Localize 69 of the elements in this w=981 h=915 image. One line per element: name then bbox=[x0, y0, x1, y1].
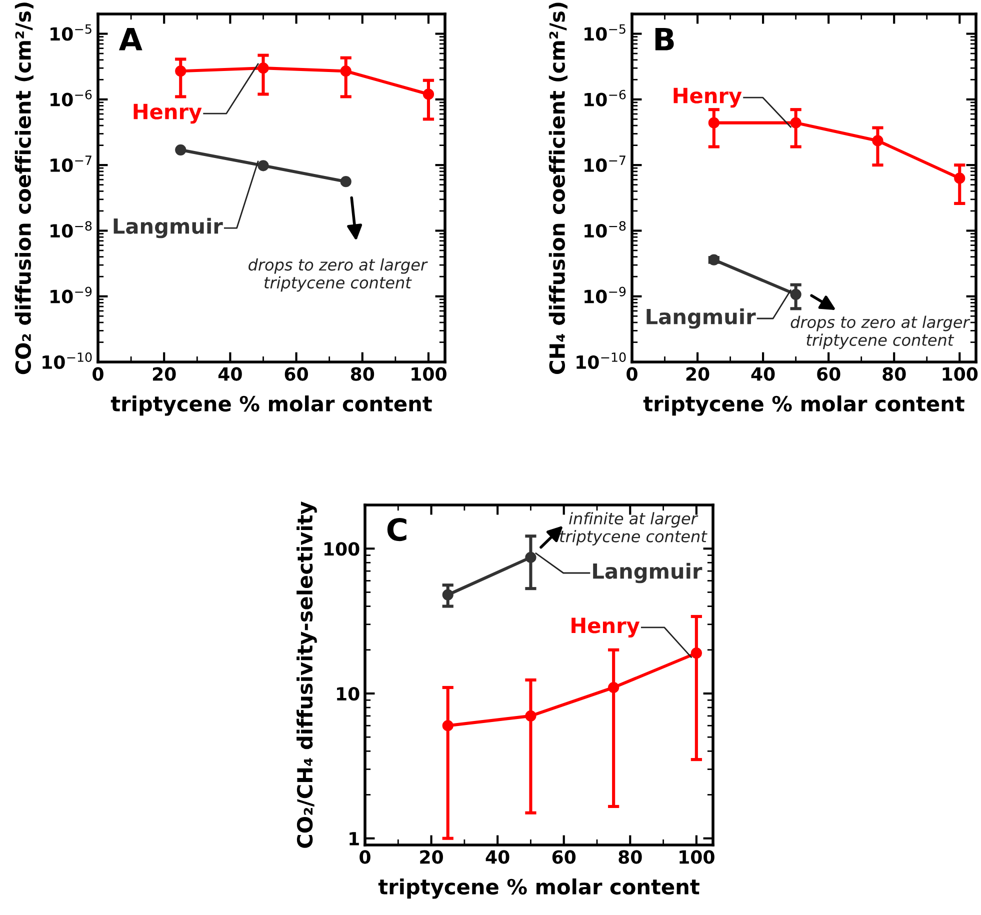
y-tick-label: 10$^{−9}$ bbox=[584, 286, 626, 304]
x-tick-label: 80 bbox=[350, 367, 374, 381]
x-tick-label: 100 bbox=[412, 367, 446, 381]
y-tick-label: 10$^{−5}$ bbox=[50, 24, 92, 41]
y-tick-label: 10$^{−6}$ bbox=[584, 90, 626, 106]
annotation: drops to zero at larger triptycene content bbox=[790, 316, 970, 350]
x-tick-label: 20 bbox=[420, 850, 443, 864]
point bbox=[442, 720, 454, 732]
x-axis-title: triptycene % molar content bbox=[378, 878, 700, 899]
point bbox=[790, 117, 802, 128]
point bbox=[690, 648, 702, 659]
y-tick-label: 1 bbox=[350, 832, 359, 846]
series-label: Langmuir bbox=[646, 308, 756, 329]
point bbox=[258, 62, 269, 74]
x-axis-title: triptycene % molar content bbox=[110, 395, 432, 416]
point bbox=[708, 117, 720, 128]
x-tick-label: 80 bbox=[618, 850, 642, 864]
y-tick-label: 10$^{−6}$ bbox=[50, 90, 92, 106]
y-tick-label: 10$^{−9}$ bbox=[50, 286, 92, 304]
point bbox=[872, 135, 884, 146]
annotation: infinite at larger triptycene content bbox=[560, 512, 708, 546]
point bbox=[525, 710, 536, 722]
point bbox=[442, 589, 454, 600]
x-tick-label: 0 bbox=[360, 850, 370, 864]
chart-title: A bbox=[118, 28, 142, 50]
y-tick-label: 10$^{−5}$ bbox=[584, 24, 626, 41]
x-tick-label: 20 bbox=[152, 367, 176, 381]
x-tick-label: 100 bbox=[942, 367, 978, 381]
x-tick-label: 60 bbox=[552, 850, 576, 864]
point bbox=[175, 66, 186, 77]
y-tick-label: 10$^{−8}$ bbox=[50, 221, 92, 238]
series-label: Henry bbox=[572, 618, 640, 638]
series-label: Henry bbox=[134, 104, 202, 124]
point bbox=[525, 552, 536, 563]
y-axis-title: CO₂ diffusion coefficient (cm²/s) bbox=[14, 2, 34, 374]
point bbox=[175, 144, 186, 156]
x-tick-label: 20 bbox=[686, 367, 710, 381]
x-tick-label: 40 bbox=[218, 367, 242, 381]
point bbox=[340, 176, 352, 188]
point bbox=[790, 288, 802, 300]
x-tick-label: 0 bbox=[626, 367, 638, 381]
x-tick-label: 80 bbox=[882, 367, 906, 381]
x-tick-label: 60 bbox=[284, 367, 308, 381]
chart-title: B bbox=[655, 28, 674, 50]
y-tick-label: 10$^{−7}$ bbox=[584, 156, 626, 172]
x-tick-label: 0 bbox=[92, 367, 104, 381]
text: Langmuir bbox=[593, 562, 702, 584]
y-axis-title: CO₂/CH₄ diffusivity-selectivity bbox=[296, 501, 317, 848]
point bbox=[422, 88, 434, 100]
y-tick-label: 10$^{−10}$ bbox=[576, 352, 626, 369]
x-axis-title: triptycene % molar content bbox=[643, 395, 964, 416]
y-tick-label: 10$^{−8}$ bbox=[584, 221, 626, 238]
series-label: Henry bbox=[674, 88, 742, 108]
y-tick-label: 100 bbox=[324, 542, 360, 556]
y-tick-label: 10$^{−7}$ bbox=[50, 156, 92, 172]
y-axis-title: CH₄ diffusion coefficient (cm²/s) bbox=[548, 2, 568, 374]
point bbox=[258, 160, 269, 172]
y-tick-label: 10 bbox=[337, 686, 360, 701]
x-tick-label: 60 bbox=[817, 367, 840, 381]
point bbox=[608, 682, 620, 694]
x-tick-label: 40 bbox=[486, 850, 510, 864]
point bbox=[340, 66, 352, 77]
text: Langmuir bbox=[114, 218, 223, 238]
point bbox=[954, 172, 966, 184]
x-tick-label: 40 bbox=[751, 367, 775, 381]
x-tick-label: 100 bbox=[680, 850, 714, 864]
y-tick-label: 10$^{−10}$ bbox=[42, 352, 92, 369]
annotation: drops to zero at larger triptycene content bbox=[248, 258, 428, 292]
chart-title: C bbox=[387, 518, 406, 542]
